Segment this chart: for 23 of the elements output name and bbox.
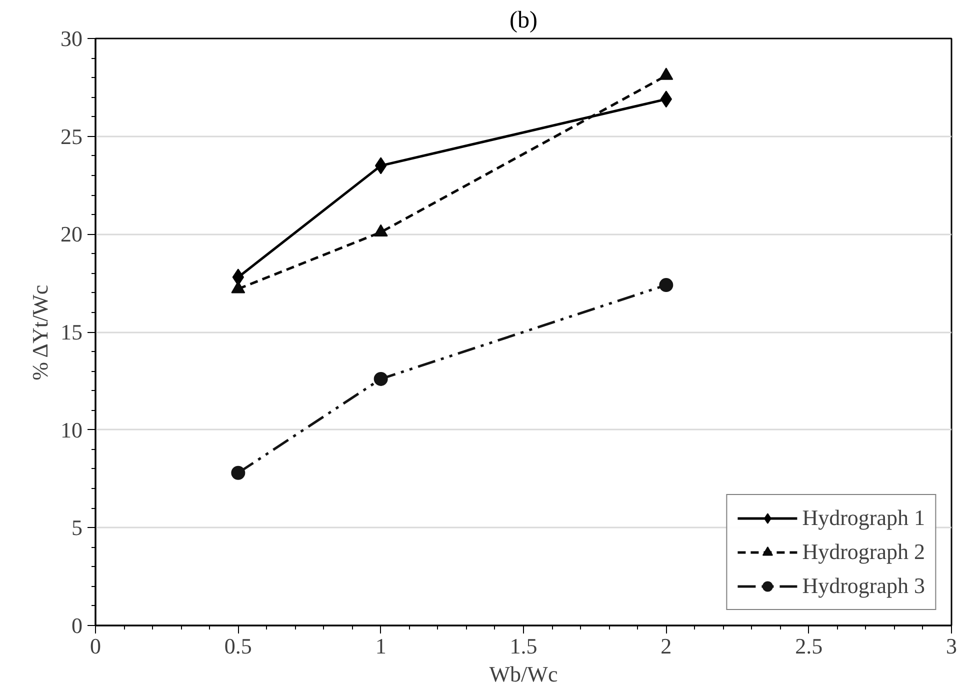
legend-label: Hydrograph 2: [802, 539, 925, 565]
y-axis-title: % ΔYt/Wc: [28, 284, 52, 380]
x-tick-label: 0: [90, 634, 101, 658]
x-tick-label: 0.5: [224, 634, 252, 658]
y-tick-label: 20: [60, 222, 82, 247]
y-tick-label: 5: [72, 515, 82, 540]
point: [659, 278, 674, 292]
x-axis-title: Wb/Wc: [489, 662, 558, 686]
x-tick-label: 1: [375, 634, 386, 658]
legend-label: Hydrograph 1: [802, 505, 925, 531]
y-tick-label: 0: [72, 613, 82, 638]
legend-label: Hydrograph 3: [802, 573, 925, 599]
y-tick-label: 25: [60, 124, 82, 149]
y-tick-label: 30: [60, 26, 82, 51]
x-tick-label: 2: [660, 634, 672, 658]
point: [374, 372, 388, 386]
point: [231, 466, 246, 480]
x-tick-label: 3: [946, 634, 957, 658]
x-tick-label: 1.5: [510, 634, 538, 658]
y-tick-label: 10: [60, 417, 82, 442]
chart-title: (b): [510, 8, 538, 34]
x-tick-label: 2.5: [795, 634, 823, 658]
y-tick-label: 15: [60, 320, 82, 344]
